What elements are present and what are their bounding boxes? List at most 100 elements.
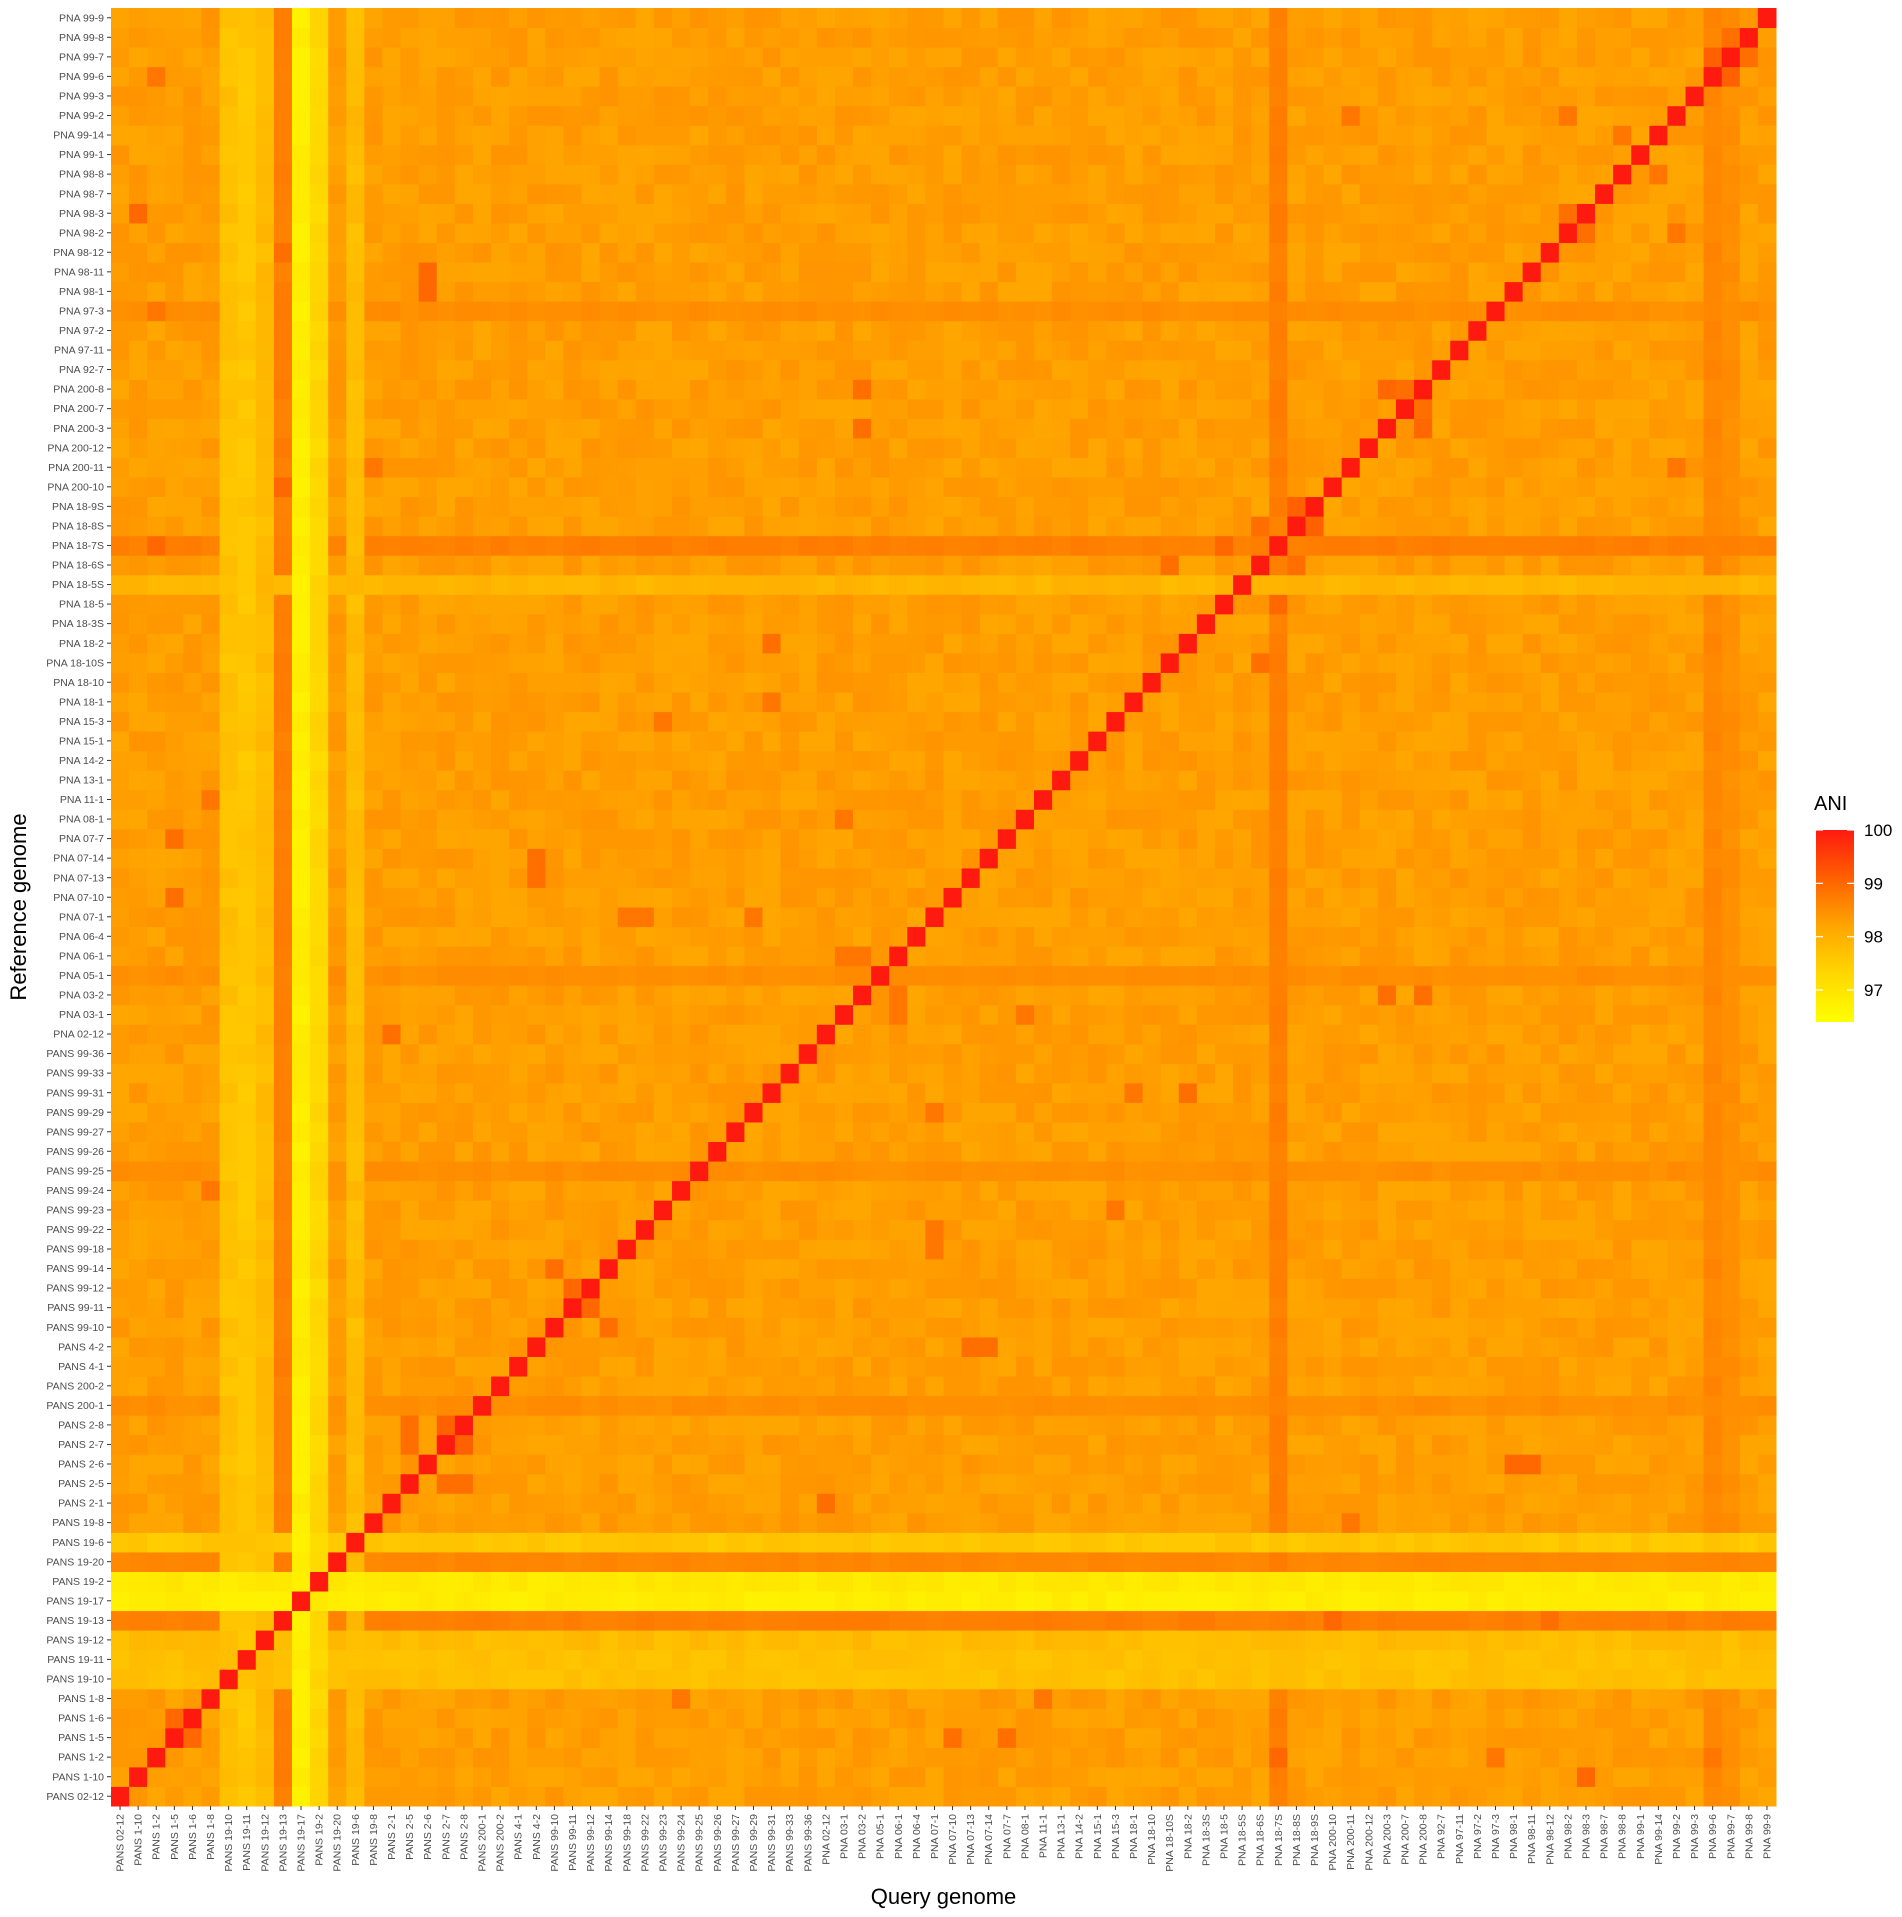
heatmap-cell xyxy=(1649,946,1668,967)
heatmap-cell xyxy=(346,1786,365,1807)
heatmap-cell xyxy=(545,770,564,791)
heatmap-cell xyxy=(871,867,890,888)
heatmap-cell xyxy=(1124,965,1144,986)
heatmap-cell xyxy=(291,789,311,810)
heatmap-cell xyxy=(1359,1063,1379,1084)
heatmap-cell xyxy=(1323,1376,1343,1397)
heatmap-cell xyxy=(129,1786,148,1807)
heatmap-cell xyxy=(672,848,691,869)
heatmap-cell xyxy=(183,1649,202,1670)
heatmap-cell xyxy=(1323,1278,1343,1299)
heatmap-cell xyxy=(491,1630,510,1651)
heatmap-cell xyxy=(1703,1649,1723,1670)
heatmap-cell xyxy=(400,1102,420,1123)
heatmap-cell xyxy=(418,1415,438,1436)
heatmap-cell xyxy=(744,887,764,908)
heatmap-cell xyxy=(690,867,709,888)
heatmap-cell xyxy=(400,1532,420,1553)
heatmap-cell xyxy=(1251,907,1270,928)
heatmap-cell xyxy=(1269,1571,1288,1592)
heatmap-cell xyxy=(1106,1454,1125,1475)
heatmap-cell xyxy=(780,1669,800,1690)
heatmap-cell xyxy=(545,1493,564,1514)
heatmap-cell xyxy=(310,1747,329,1768)
heatmap-cell xyxy=(1052,1317,1071,1338)
heatmap-cell xyxy=(1613,1082,1632,1103)
heatmap-cell xyxy=(1287,1239,1306,1260)
heatmap-cell xyxy=(545,867,564,888)
heatmap-cell xyxy=(1287,926,1306,947)
heatmap-cell xyxy=(979,1415,999,1436)
heatmap-cell xyxy=(1739,1141,1759,1162)
heatmap-cell xyxy=(147,985,166,1006)
heatmap-cell xyxy=(1305,926,1325,947)
heatmap-cell xyxy=(798,1708,818,1729)
heatmap-cell xyxy=(1631,1063,1650,1084)
heatmap-cell xyxy=(328,1766,347,1787)
heatmap-cell xyxy=(1414,1434,1433,1455)
heatmap-cell xyxy=(418,1043,438,1064)
heatmap-cell xyxy=(853,1082,872,1103)
heatmap-cell xyxy=(219,1630,239,1651)
heatmap-cell xyxy=(1522,1630,1542,1651)
heatmap-cell xyxy=(418,1591,438,1612)
heatmap-cell xyxy=(1432,1356,1451,1377)
heatmap-cell xyxy=(273,848,293,869)
heatmap-cell xyxy=(1033,1219,1053,1240)
heatmap-cell xyxy=(1196,848,1216,869)
heatmap-cell xyxy=(744,1297,764,1318)
heatmap-cell xyxy=(708,1610,727,1631)
heatmap-cell xyxy=(979,1141,999,1162)
heatmap-cell xyxy=(961,926,981,947)
heatmap-cell xyxy=(997,1434,1017,1455)
heatmap-cell xyxy=(1214,1493,1234,1514)
heatmap-cell xyxy=(798,1102,818,1123)
heatmap-cell xyxy=(1468,1727,1487,1748)
heatmap-cell xyxy=(1757,926,1777,947)
heatmap-cell xyxy=(925,1551,944,1572)
heatmap-cell xyxy=(328,1239,347,1260)
heatmap-cell xyxy=(183,965,202,986)
heatmap-cell xyxy=(1576,985,1596,1006)
heatmap-cell xyxy=(762,1688,782,1709)
heatmap-cell xyxy=(1576,770,1596,791)
heatmap-cell xyxy=(1414,1786,1433,1807)
heatmap-cell xyxy=(1450,1473,1469,1494)
heatmap-cell xyxy=(382,1317,402,1338)
heatmap-cell xyxy=(1124,1551,1144,1572)
heatmap-cell xyxy=(509,1454,528,1475)
heatmap-cell xyxy=(1233,1786,1252,1807)
heatmap-cell xyxy=(1522,809,1542,830)
heatmap-cell xyxy=(328,1571,347,1592)
heatmap-cell xyxy=(1631,946,1650,967)
heatmap-cell xyxy=(1703,1043,1723,1064)
heatmap-cell xyxy=(1667,1356,1687,1377)
heatmap-cell xyxy=(237,1512,257,1533)
heatmap-cell xyxy=(943,1200,963,1221)
heatmap-cell xyxy=(310,1571,329,1592)
heatmap-cell xyxy=(1395,1063,1415,1084)
heatmap-cell xyxy=(653,1004,673,1025)
heatmap-cell xyxy=(1178,1551,1198,1572)
heatmap-cell xyxy=(328,1180,347,1201)
heatmap-cell xyxy=(1576,1239,1596,1260)
heatmap-cell xyxy=(672,1161,691,1182)
heatmap-cell xyxy=(708,965,727,986)
heatmap-cell xyxy=(1052,1082,1071,1103)
heatmap-cell xyxy=(762,1512,782,1533)
heatmap-cell xyxy=(400,731,420,752)
heatmap-cell xyxy=(979,1571,999,1592)
heatmap-cell xyxy=(527,1121,546,1143)
heatmap-cell xyxy=(346,1141,365,1162)
heatmap-cell xyxy=(1070,1121,1089,1143)
heatmap-cell xyxy=(346,1376,365,1397)
heatmap-cell xyxy=(1052,789,1071,810)
heatmap-cell xyxy=(599,1356,619,1377)
heatmap-cell xyxy=(1667,1454,1687,1475)
heatmap-cell xyxy=(1432,809,1451,830)
heatmap-cell xyxy=(853,1219,872,1240)
heatmap-cell xyxy=(1595,1063,1614,1084)
heatmap-cell xyxy=(1305,1121,1325,1143)
heatmap-cell xyxy=(1106,1766,1125,1787)
heatmap-cell xyxy=(1233,789,1252,810)
